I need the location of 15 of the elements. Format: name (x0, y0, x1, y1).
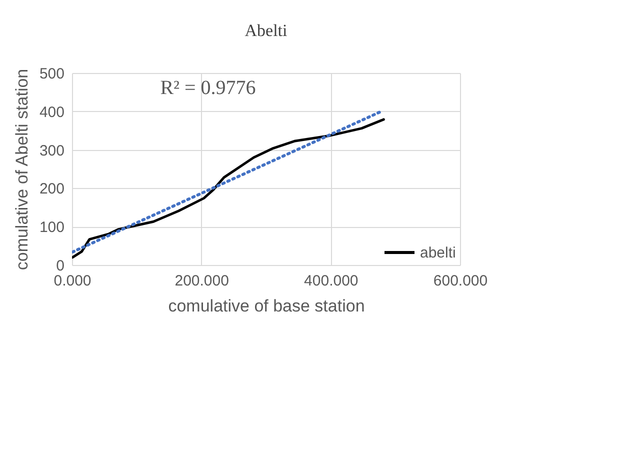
x-tick-label: 200.000 (174, 272, 229, 290)
x-tick-label: 600.000 (433, 272, 488, 290)
y-tick-label: 200 (39, 180, 64, 198)
x-axis-title: comulative of base station (168, 296, 365, 316)
x-tick-label: 400.000 (304, 272, 358, 290)
y-tick-label: 100 (39, 219, 64, 236)
y-axis-title: comulative of Abelti station (12, 68, 32, 270)
legend-label: abelti (420, 244, 456, 262)
chart-title: Abelti (244, 21, 288, 40)
y-tick-label: 300 (39, 142, 64, 160)
x-tick-label: 0.000 (54, 272, 92, 290)
y-tick-label: 400 (39, 104, 64, 121)
annotation: R² = 0.9776 (160, 77, 256, 99)
y-tick-label: 500 (39, 66, 64, 82)
y-tick-label: 0 (56, 258, 64, 274)
